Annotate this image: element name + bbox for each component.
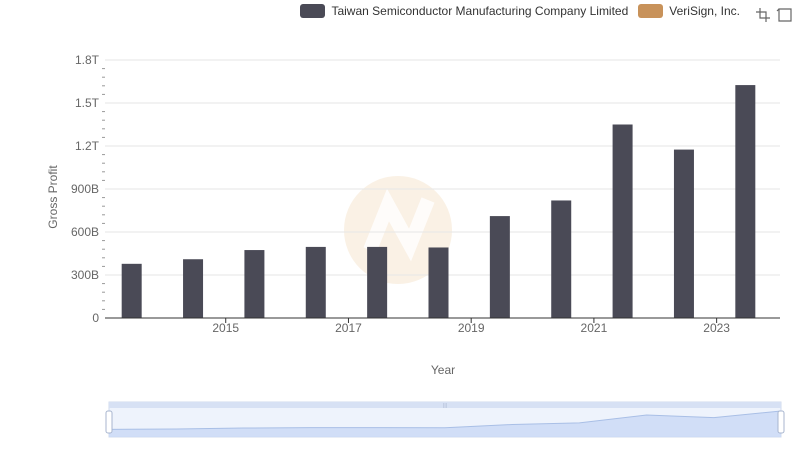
x-tick-label: 2019: [458, 321, 485, 335]
y-tick-label: 1.5T: [75, 96, 100, 110]
data-zoom-slider[interactable]: |||: [105, 401, 785, 438]
zoom-handle-left[interactable]: [105, 410, 113, 434]
x-tick-label: 2021: [581, 321, 608, 335]
bar-tsmc[interactable]: [551, 200, 572, 318]
watermark-mark: [363, 188, 435, 262]
x-axis-title: Year: [430, 363, 456, 377]
bar-tsmc[interactable]: [183, 259, 204, 318]
bar-tsmc[interactable]: [367, 246, 388, 318]
x-tick-label: 2015: [212, 321, 239, 335]
y-tick-label: 1.8T: [75, 53, 100, 67]
toolbox: [754, 6, 794, 24]
legend-item-verisign[interactable]: VeriSign, Inc.: [638, 4, 740, 18]
zoom-area: [109, 411, 781, 437]
y-tick-labels: 0 300B 600B 900B 1.2T 1.5T 1.8T: [71, 53, 100, 325]
x-tick-label: 2023: [703, 321, 730, 335]
y-axis-title: Gross Profit: [46, 165, 60, 229]
y-tick-label: 0: [92, 311, 99, 325]
bar-tsmc[interactable]: [244, 250, 265, 318]
legend-label-tsmc: Taiwan Semiconductor Manufacturing Compa…: [331, 4, 629, 18]
bar-tsmc[interactable]: [735, 85, 756, 318]
bar-tsmc[interactable]: [428, 247, 449, 318]
bar-series[interactable]: [121, 85, 776, 319]
x-tick-labels: 2015 2017 2019 2021 2023: [212, 318, 730, 335]
legend-swatch-tsmc: [300, 4, 326, 18]
bar-tsmc[interactable]: [305, 246, 326, 318]
x-tick-label: 2017: [335, 321, 362, 335]
zoom-top-bar: [109, 402, 781, 408]
bar-tsmc[interactable]: [673, 149, 694, 318]
data-zoom-icon[interactable]: [754, 6, 772, 24]
legend: Taiwan Semiconductor Manufacturing Compa…: [300, 4, 740, 18]
legend-swatch-verisign: [638, 4, 664, 18]
y-tick-label: 600B: [71, 225, 99, 239]
bar-tsmc[interactable]: [489, 216, 510, 318]
bar-tsmc[interactable]: [121, 263, 142, 318]
y-tick-label: 1.2T: [75, 139, 100, 153]
y-tick-label: 300B: [71, 268, 99, 282]
zoom-line: [108, 410, 782, 430]
zoom-handle-right[interactable]: [777, 410, 785, 434]
zoom-grip: |||: [443, 403, 447, 409]
restore-icon[interactable]: [776, 6, 794, 24]
bar-tsmc[interactable]: [612, 124, 633, 319]
y-tick-label: 900B: [71, 182, 99, 196]
legend-label-verisign: VeriSign, Inc.: [669, 4, 740, 18]
legend-item-tsmc[interactable]: Taiwan Semiconductor Manufacturing Compa…: [300, 4, 628, 18]
